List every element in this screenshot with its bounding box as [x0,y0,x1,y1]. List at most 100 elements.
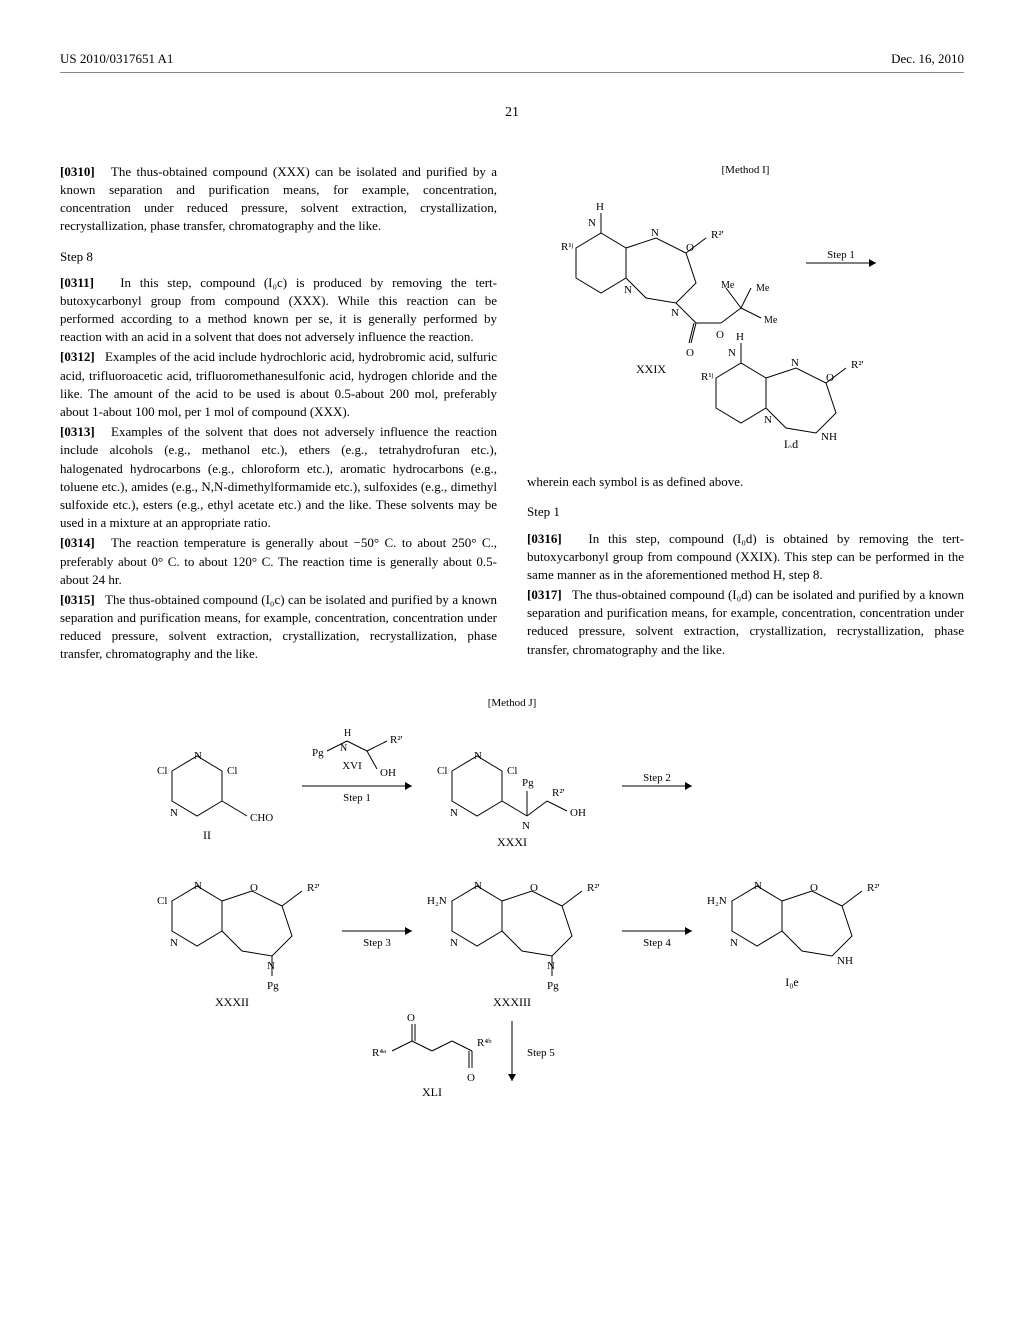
label-r2prime: R²' [711,229,724,241]
o-1: O [250,882,258,894]
paragraph-0311: [0311] In this step, compound (I₀c) is p… [60,274,497,347]
n-12: N [754,880,762,892]
label-o-2: O [826,372,834,384]
cl-5: Cl [157,895,167,907]
n-10: N [450,937,458,949]
label-h: H [596,201,604,213]
para-num: [0310] [60,164,95,179]
wherein-text: wherein each symbol is as defined above. [527,473,964,491]
pg-4: Pg [547,980,559,992]
paragraph-0317: [0317] The thus-obtained compound (I₀d) … [527,586,964,659]
step4-j: Step 4 [643,937,671,949]
publication-date: Dec. 16, 2010 [891,50,964,68]
publication-number: US 2010/0317651 A1 [60,50,173,68]
paragraph-0312: [0312] Examples of the acid include hydr… [60,348,497,421]
r2-3: R²' [307,882,320,894]
label-o: O [686,242,694,254]
left-column: [0310] The thus-obtained compound (XXX) … [60,163,497,666]
compound-xxix-label: XXIX [636,362,666,376]
compound-xxxi: XXXI [497,835,527,849]
pg-2: Pg [522,777,534,789]
compound-i0e: I₀e [785,975,799,989]
pg-1: Pg [312,747,324,759]
para-num: [0313] [60,424,95,439]
r2-4: R²' [587,882,600,894]
n-13: N [730,937,738,949]
o-2: O [530,882,538,894]
step-1-heading: Step 1 [527,503,964,521]
compound-ii: II [203,828,211,842]
cl-3: Cl [437,765,447,777]
label-o3: O [686,347,694,359]
step3-j: Step 3 [363,937,391,949]
r2-5: R²' [867,882,880,894]
label-me2: Me [764,315,778,326]
label-me1: Me [756,283,770,294]
compound-i0d-label: I₀d [783,437,797,448]
cl-2: Cl [227,765,237,777]
h2n-2: H₂N [707,895,727,907]
step2-j: Step 2 [643,772,671,784]
n-1: N [194,750,202,762]
paragraph-0314: [0314] The reaction temperature is gener… [60,534,497,589]
label-n2: N [651,227,659,239]
o-4: O [407,1012,415,1024]
para-text: The reaction temperature is generally ab… [60,535,497,586]
para-text: Examples of the acid include hydrochlori… [60,349,497,419]
r4a: R⁴ᵃ [372,1047,386,1059]
paragraph-0315: [0315] The thus-obtained compound (I₀c) … [60,591,497,664]
para-num: [0311] [60,275,94,290]
para-num: [0312] [60,349,95,364]
r2-2: R²' [552,787,565,799]
n-4: N [450,807,458,819]
n-9: N [474,880,482,892]
right-column: [Method I] [527,163,964,666]
compound-xxxii: XXXII [215,995,249,1009]
compound-xxxiii: XXXIII [493,995,531,1009]
n-2: N [170,807,178,819]
label-n: N [588,217,596,229]
n-11: N [547,960,555,972]
step-8-heading: Step 8 [60,248,497,266]
method-i-scheme: R¹ʲ H N N N R²' O N O Me Me Me O XXIX St… [527,188,964,453]
page-header: US 2010/0317651 A1 Dec. 16, 2010 [60,50,964,73]
label-r2prime-2: R²' [851,359,864,371]
h-xvi: H [344,728,351,739]
page-number: 21 [60,103,964,123]
label-n-2: N [728,347,736,359]
para-num: [0315] [60,592,95,607]
para-text: The thus-obtained compound (I₀c) can be … [60,592,497,662]
cl-1: Cl [157,765,167,777]
r4b: R⁴ᵇ [477,1037,492,1049]
cho: CHO [250,812,273,824]
n-xvi: N [340,743,347,754]
paragraph-0313: [0313] Examples of the solvent that does… [60,423,497,532]
n-3: N [474,750,482,762]
n-6: N [194,880,202,892]
label-h-2: H [736,331,744,343]
nh-1: NH [837,955,853,967]
para-text: In this step, compound (I₀d) is obtained… [527,531,964,582]
para-num: [0317] [527,587,562,602]
paragraph-0310: [0310] The thus-obtained compound (XXX) … [60,163,497,236]
paragraph-0316: [0316] In this step, compound (I₀d) is o… [527,530,964,585]
para-text: Examples of the solvent that does not ad… [60,424,497,530]
o-3: O [810,882,818,894]
method-j-scheme: Cl Cl N N CHO II Pg H N R²' OH XVI Step … [60,721,964,1106]
cl-4: Cl [507,765,517,777]
compound-xli: XLI [422,1085,442,1099]
label-n3: N [624,284,632,296]
label-me3: Me [721,280,735,291]
para-num: [0314] [60,535,95,550]
label-o2: O [716,329,724,341]
method-i-label: [Method I] [527,163,964,178]
o-5: O [467,1072,475,1084]
h2n-1: H₂N [427,895,447,907]
two-column-layout: [0310] The thus-obtained compound (XXX) … [60,163,964,666]
oh-2: OH [570,807,586,819]
step1-j: Step 1 [343,792,371,804]
compound-xvi: XVI [342,760,362,772]
r2-xvi: R²' [390,734,403,746]
oh-xvi: OH [380,767,396,779]
step5-j: Step 5 [527,1047,555,1059]
